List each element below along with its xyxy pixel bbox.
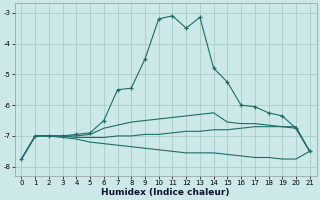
X-axis label: Humidex (Indice chaleur): Humidex (Indice chaleur) (101, 188, 230, 197)
